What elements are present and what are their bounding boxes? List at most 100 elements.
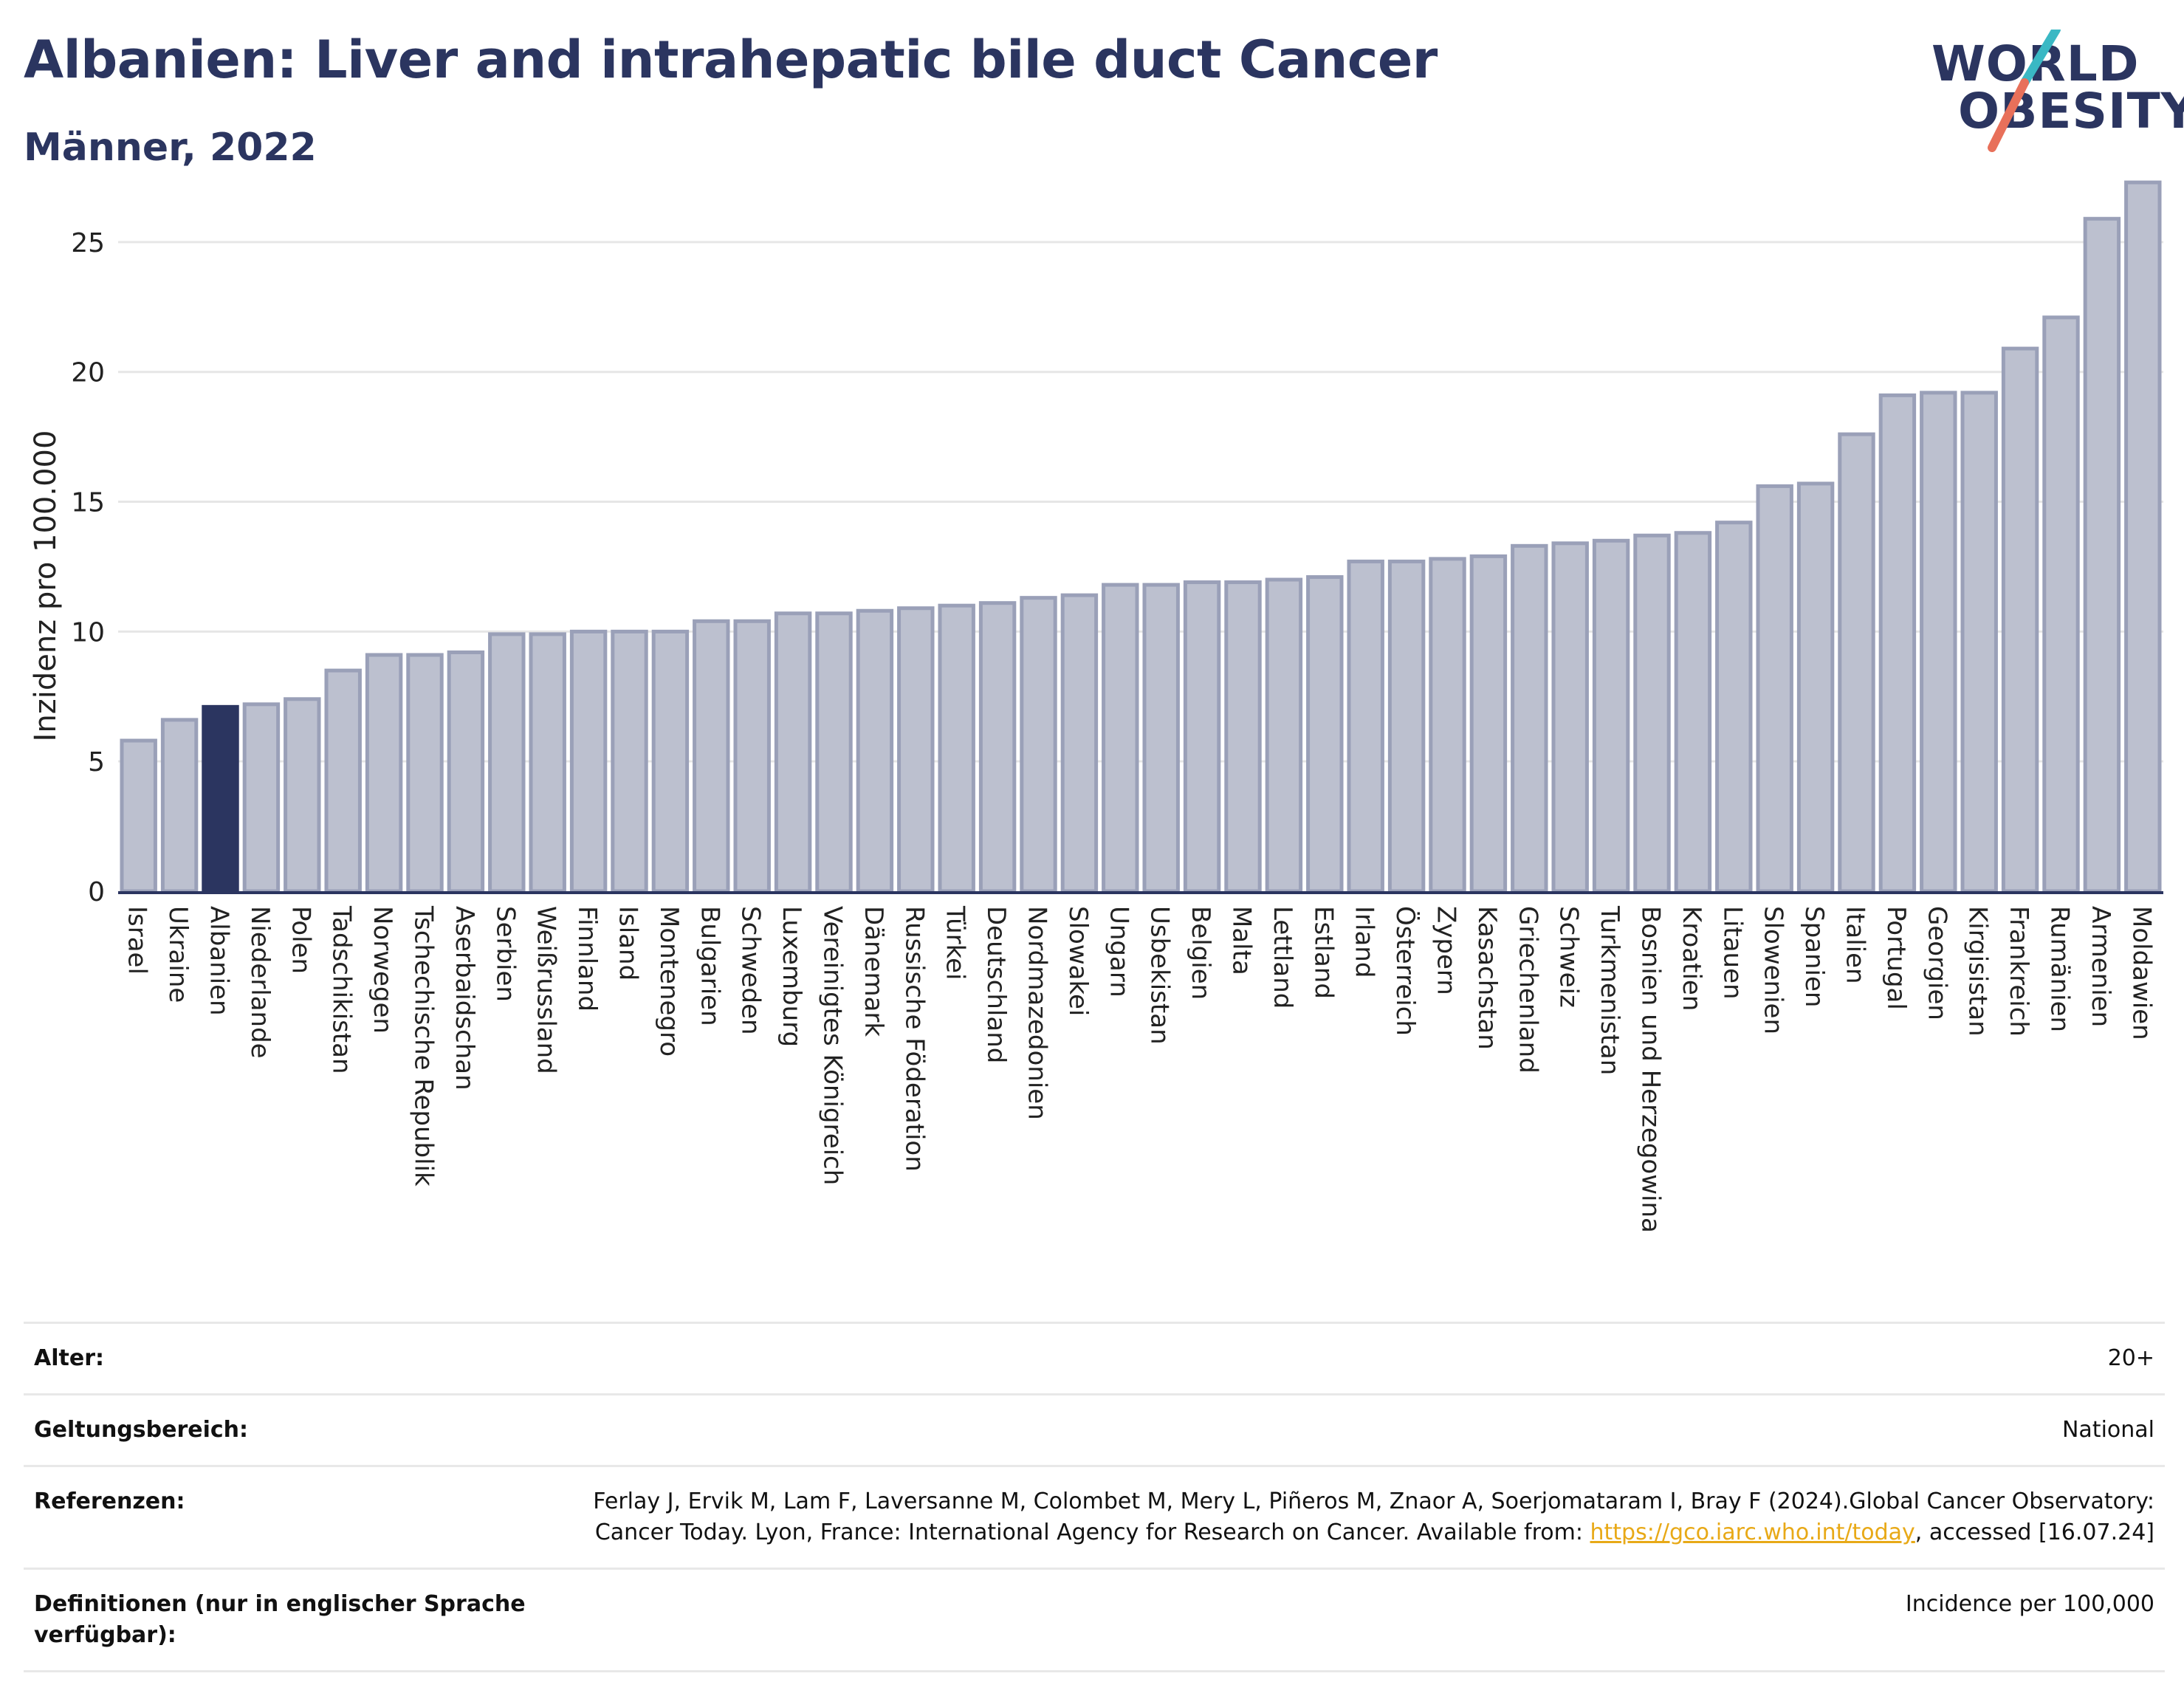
y-axis-label: Inzidenz pro 100.000	[29, 430, 63, 742]
x-tick-label: Kasachstan	[1472, 906, 1502, 1050]
x-tick-label: Ungarn	[1104, 906, 1133, 998]
x-tick-label: Slowakei	[1063, 906, 1093, 1016]
bar-turkmenistan	[1592, 538, 1630, 893]
x-tick-label: Schweden	[736, 906, 766, 1035]
bar-türkei	[938, 603, 975, 893]
x-tick-label: Deutschland	[981, 906, 1011, 1063]
bar-albanien	[202, 704, 239, 893]
logo-slash-icon	[1988, 30, 2061, 152]
x-tick-label: Norwegen	[368, 906, 397, 1034]
x-tick-label: Lettland	[1268, 906, 1297, 1009]
bar-schweiz	[1551, 541, 1589, 893]
bar-griechenland	[1511, 543, 1548, 893]
bar-litauen	[1715, 521, 1753, 893]
bar-deutschland	[978, 601, 1017, 893]
x-tick-label: Turkmenistan	[1595, 905, 1624, 1075]
info-value: 20+	[2107, 1345, 2154, 1371]
x-tick-label: Kirgisistan	[1963, 906, 1993, 1037]
bar-moldawien	[2124, 180, 2162, 893]
bar-island	[611, 629, 648, 893]
y-tick-label: 25	[71, 228, 105, 258]
bar-finnland	[569, 629, 608, 893]
y-tick-label: 5	[88, 747, 105, 777]
bar-irland	[1347, 559, 1384, 893]
bar-luxemburg	[774, 611, 812, 893]
x-tick-label: Serbien	[490, 906, 520, 1002]
x-tick-label: Zypern	[1432, 906, 1461, 995]
x-tick-label: Montenegro	[654, 906, 684, 1057]
x-tick-label: Belgien	[1186, 906, 1215, 1000]
bar-kirgisistan	[1960, 391, 1998, 893]
bar-montenegro	[651, 629, 690, 893]
bar-bosnien-und-herzegowina	[1633, 533, 1671, 893]
x-tick-label: Weißrussland	[532, 906, 561, 1074]
x-tick-label: Bulgarien	[695, 906, 724, 1026]
x-tick-label: Tadschikistan	[327, 905, 357, 1074]
bar-zypern	[1429, 557, 1466, 893]
x-tick-label: Luxemburg	[777, 906, 806, 1047]
x-tick-label: Türkei	[941, 905, 970, 980]
bar-malta	[1224, 580, 1262, 893]
info-label: Geltungsbereich:	[34, 1417, 249, 1443]
bar-frankreich	[2001, 346, 2039, 893]
bar-bulgarien	[693, 619, 730, 893]
bar-portugal	[1878, 393, 1917, 893]
x-tick-labels: Israel Ukraine Albanien Niederlande Polen Tad…	[123, 905, 2157, 1233]
chart-title: Albanien: Liver and intrahepatic bile du…	[24, 30, 1438, 90]
x-tick-label: Kroatien	[1677, 906, 1706, 1011]
bar-italien	[1838, 432, 1875, 893]
x-tick-label: Tschechische Republik	[409, 905, 439, 1187]
world-obesity-logo: WORLD OBESITY	[1927, 30, 2184, 155]
x-tick-label: Portugal	[1881, 906, 1911, 1010]
info-row-definitions: Definitionen (nur in englischer Sprache …	[24, 1568, 2165, 1672]
bar-armenien	[2083, 216, 2121, 893]
x-tick-label: Armenien	[2086, 906, 2115, 1027]
info-table: Alter: 20+ Geltungsbereich: National Ref…	[24, 1322, 2165, 1672]
bar-dänemark	[856, 608, 894, 893]
reference-suffix: , accessed [16.07.24]	[1915, 1520, 2154, 1545]
bar-serbien	[488, 632, 526, 893]
x-tick-label: Bosnien und Herzegowina	[1636, 906, 1666, 1233]
bar-ukraine	[160, 718, 199, 893]
bar-tschechische-republik	[406, 653, 444, 893]
reference-link[interactable]: https://gco.iarc.who.int/today	[1590, 1520, 1915, 1545]
bar-nordmazedonien	[1020, 596, 1057, 893]
info-label: Referenzen:	[34, 1489, 185, 1514]
bar-usbekistan	[1142, 583, 1180, 893]
x-tick-label: Niederlande	[245, 906, 275, 1059]
x-tick-label: Irland	[1350, 906, 1379, 978]
bar-estland	[1306, 575, 1344, 893]
bar-vereinigtes-königreich	[815, 611, 853, 893]
x-tick-label: Vereinigtes Königreich	[818, 906, 848, 1185]
x-tick-label: Albanien	[205, 906, 234, 1016]
info-value: National	[2061, 1417, 2154, 1443]
bar-lettland	[1265, 577, 1303, 893]
x-tick-label: Italien	[1841, 906, 1870, 984]
bar-tadschikistan	[324, 668, 362, 893]
x-tick-label: Malta	[1227, 906, 1257, 975]
bar-russische-föderation	[897, 606, 935, 893]
x-tick-label: Frankreich	[2004, 906, 2033, 1037]
info-label: Definitionen (nur in englischer Sprache …	[34, 1591, 526, 1648]
bar-slowakei	[1060, 593, 1099, 893]
x-tick-label: Ukraine	[163, 906, 193, 1003]
bar-kroatien	[1674, 531, 1712, 893]
x-tick-label: Rumänien	[2045, 906, 2075, 1032]
bar-georgien	[1920, 391, 1957, 893]
logo-line-2: OBESITY	[1958, 83, 2184, 140]
bar-ungarn	[1102, 583, 1139, 893]
x-tick-label: Aserbaidschan	[450, 906, 479, 1091]
bar-aserbaidschan	[447, 650, 485, 893]
info-value: Ferlay J, Ervik M, Lam F, Laversanne M, …	[567, 1486, 2154, 1548]
x-tick-label: Estland	[1308, 906, 1338, 999]
x-tick-label: Georgien	[1922, 906, 1951, 1020]
y-tick-label: 15	[71, 488, 105, 518]
x-tick-label: Schweiz	[1554, 906, 1584, 1008]
y-tick-label: 10	[71, 617, 105, 648]
bar-kasachstan	[1469, 554, 1508, 893]
x-tick-label: Moldawien	[2126, 906, 2156, 1040]
info-row-scope: Geltungsbereich: National	[24, 1393, 2165, 1465]
x-tick-label: Polen	[286, 906, 315, 974]
bar-chart: 0 5 10 15 20 25 Israel Ukraine Albanien Niederla…	[29, 180, 2163, 1233]
x-tick-label: Spanien	[1799, 906, 1829, 1007]
